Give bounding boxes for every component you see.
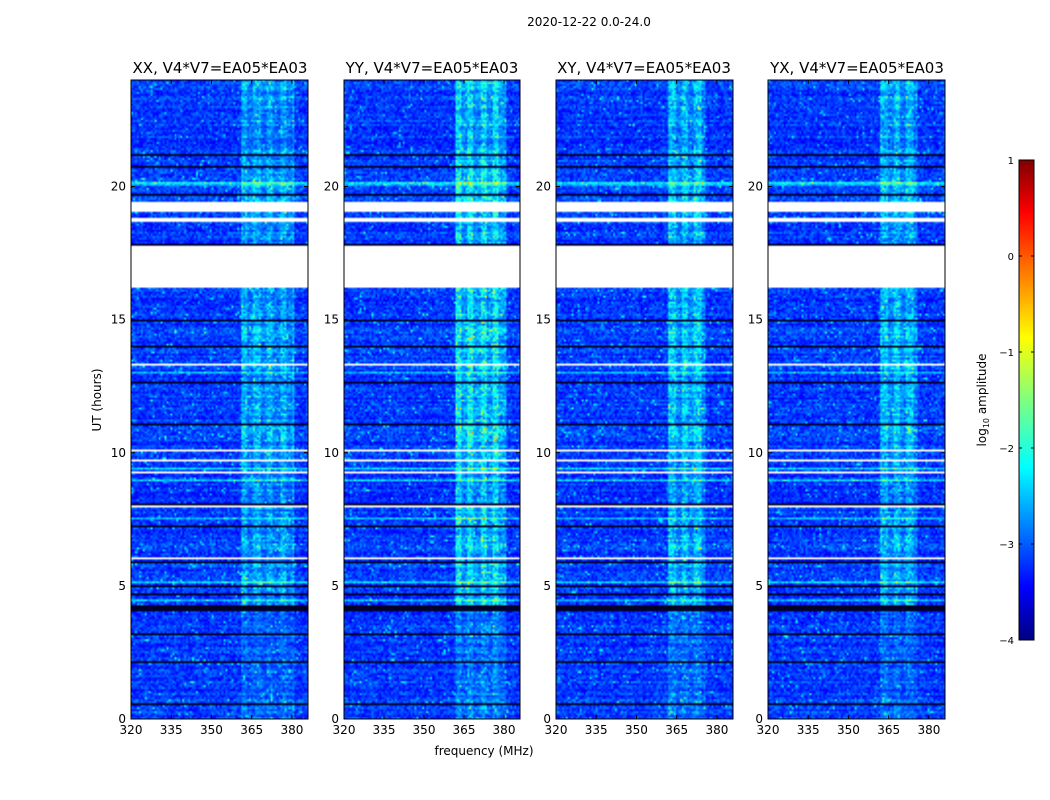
x-tick-label: 320 — [120, 723, 143, 737]
colorbar-gradient — [1018, 159, 1035, 641]
colorbar-ticks: 1 0 −1 −2 −3 −4 — [999, 156, 1034, 647]
panel-title: YX, V4*V7=EA05*EA03 — [769, 59, 944, 77]
x-tick-label: 365 — [877, 723, 900, 737]
x-tick-label: 350 — [837, 723, 860, 737]
x-tick-label: 335 — [373, 723, 396, 737]
x-tick-label: 380 — [493, 723, 516, 737]
y-axis-label: UT (hours) — [90, 368, 104, 431]
y-tick-label: 0 — [118, 712, 126, 726]
panel-yy: YY, V4*V7=EA05*EA03 320 335 350 365 380 0 5 10… — [324, 59, 521, 737]
spectrogram-image — [556, 80, 733, 719]
y-tick-label: 0 — [543, 712, 551, 726]
spectrogram-image — [131, 80, 308, 719]
spectrogram-image — [768, 80, 945, 719]
figure-suptitle: 2020-12-22 0.0-24.0 — [527, 15, 651, 29]
x-tick-label: 365 — [665, 723, 688, 737]
y-tick-label: 15 — [324, 313, 339, 327]
x-axis: 320 335 350 365 380 — [333, 80, 516, 737]
x-tick-label: 320 — [757, 723, 780, 737]
colorbar-label: log10 amplitude — [975, 354, 991, 447]
panel-frame — [130, 79, 309, 720]
colorbar-tick-label: −4 — [999, 636, 1014, 647]
y-tick-label: 20 — [748, 180, 763, 194]
x-tick-label: 380 — [280, 723, 303, 737]
x-tick-label: 380 — [705, 723, 728, 737]
y-tick-label: 0 — [755, 712, 763, 726]
x-axis: 320 335 350 365 380 — [757, 80, 940, 737]
y-tick-label: 5 — [755, 579, 763, 593]
y-tick-label: 20 — [536, 180, 551, 194]
y-tick-label: 15 — [111, 313, 126, 327]
y-tick-label: 0 — [331, 712, 339, 726]
colorbar: 1 0 −1 −2 −3 −4 log10 amplitude — [975, 156, 1035, 647]
y-axis: 0 5 10 15 20 — [536, 180, 733, 726]
y-tick-label: 15 — [536, 313, 551, 327]
colorbar-tick-label: −3 — [999, 540, 1014, 551]
y-tick-label: 20 — [111, 180, 126, 194]
panel-yx: YX, V4*V7=EA05*EA03 320 335 350 365 380 0 5 10… — [748, 59, 946, 737]
y-tick-label: 20 — [324, 180, 339, 194]
x-tick-label: 335 — [585, 723, 608, 737]
x-tick-label: 365 — [453, 723, 476, 737]
y-tick-label: 10 — [536, 446, 551, 460]
panel-frame — [555, 79, 734, 720]
x-tick-label: 380 — [917, 723, 940, 737]
x-tick-label: 335 — [797, 723, 820, 737]
x-tick-label: 320 — [545, 723, 568, 737]
y-axis: 0 5 10 15 20 — [111, 180, 308, 726]
colorbar-tick-label: 1 — [1008, 156, 1014, 167]
x-axis-label: frequency (MHz) — [434, 744, 533, 758]
panel-title: XY, V4*V7=EA05*EA03 — [557, 59, 731, 77]
spectrogram-image — [344, 80, 520, 719]
x-tick-label: 350 — [200, 723, 223, 737]
y-tick-label: 10 — [324, 446, 339, 460]
x-tick-label: 350 — [625, 723, 648, 737]
colorbar-tick-label: −2 — [999, 444, 1014, 455]
panel-title: XX, V4*V7=EA05*EA03 — [133, 59, 308, 77]
y-tick-label: 5 — [118, 579, 126, 593]
y-axis: 0 5 10 15 20 — [324, 180, 520, 726]
x-axis: 320 335 350 365 380 — [545, 80, 728, 737]
panel-frame — [767, 79, 946, 720]
panel-title: YY, V4*V7=EA05*EA03 — [345, 59, 519, 77]
x-tick-label: 365 — [240, 723, 263, 737]
y-tick-label: 10 — [111, 446, 126, 460]
y-tick-label: 15 — [748, 313, 763, 327]
x-tick-label: 320 — [333, 723, 356, 737]
y-axis: 0 5 10 15 20 — [748, 180, 945, 726]
x-axis: 320 335 350 365 380 — [120, 80, 303, 737]
panel-frame — [343, 79, 521, 720]
x-tick-label: 350 — [413, 723, 436, 737]
y-tick-label: 5 — [331, 579, 339, 593]
colorbar-tick-label: −1 — [999, 348, 1014, 359]
panel-xx: XX, V4*V7=EA05*EA03 320 335 350 365 380 0 5 10… — [111, 59, 309, 737]
x-tick-label: 335 — [160, 723, 183, 737]
y-tick-label: 5 — [543, 579, 551, 593]
panel-xy: XY, V4*V7=EA05*EA03 320 335 350 365 380 0 5 10… — [536, 59, 734, 737]
y-tick-label: 10 — [748, 446, 763, 460]
colorbar-tick-label: 0 — [1008, 252, 1014, 263]
